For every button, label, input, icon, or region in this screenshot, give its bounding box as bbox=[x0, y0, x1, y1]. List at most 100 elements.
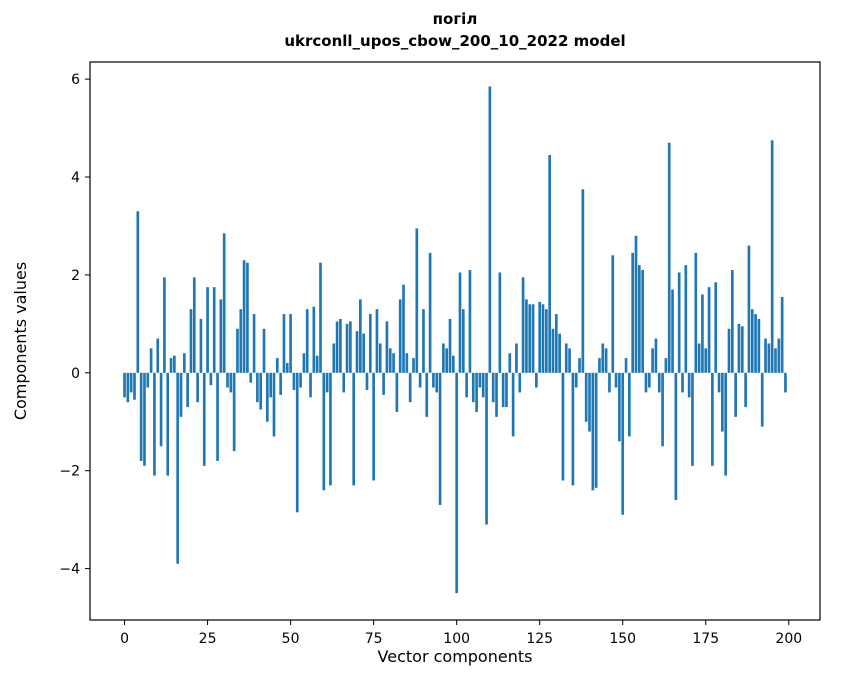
bar bbox=[196, 372, 199, 403]
bar bbox=[624, 358, 628, 373]
bar bbox=[558, 333, 561, 373]
bar bbox=[647, 372, 651, 388]
bar bbox=[744, 372, 747, 408]
bar bbox=[644, 372, 648, 393]
bar bbox=[638, 265, 641, 373]
bar bbox=[179, 372, 183, 417]
bar bbox=[312, 306, 316, 373]
bar bbox=[740, 326, 744, 373]
bar bbox=[329, 372, 332, 486]
bar bbox=[412, 358, 415, 373]
bar bbox=[275, 358, 279, 373]
bar bbox=[266, 372, 269, 422]
x-axis-label: Vector components bbox=[378, 647, 533, 666]
bar bbox=[724, 372, 728, 476]
bar bbox=[754, 314, 757, 373]
bar bbox=[561, 372, 565, 481]
bar bbox=[325, 372, 329, 393]
bar bbox=[681, 372, 684, 393]
bar bbox=[594, 372, 598, 488]
bar bbox=[661, 372, 664, 447]
bar bbox=[368, 314, 372, 373]
bar bbox=[129, 372, 133, 393]
bar bbox=[631, 252, 635, 373]
bar bbox=[455, 372, 458, 594]
bar bbox=[352, 372, 356, 486]
bar bbox=[458, 272, 462, 373]
bar bbox=[428, 252, 432, 373]
bar bbox=[528, 304, 532, 373]
y-tick-label: 0 bbox=[71, 366, 80, 382]
bar bbox=[538, 301, 542, 373]
bar bbox=[335, 321, 339, 373]
bar bbox=[531, 304, 535, 373]
bar bbox=[654, 338, 658, 373]
x-tick-label: 50 bbox=[282, 631, 300, 647]
bar bbox=[229, 372, 233, 393]
bar bbox=[186, 372, 189, 408]
bar bbox=[717, 372, 721, 393]
bar bbox=[601, 343, 605, 373]
bar bbox=[259, 372, 263, 410]
x-tick-label: 200 bbox=[775, 631, 802, 647]
bar bbox=[339, 318, 342, 373]
bar bbox=[734, 372, 737, 417]
bar bbox=[535, 372, 538, 388]
bar bbox=[209, 372, 213, 386]
bar bbox=[345, 323, 349, 373]
bar bbox=[319, 262, 322, 373]
chart-subtitle: ukrconll_upos_cbow_200_10_2022 model bbox=[284, 32, 625, 50]
bar bbox=[438, 372, 442, 505]
bar bbox=[684, 265, 688, 373]
bar bbox=[199, 318, 203, 373]
bar bbox=[657, 372, 661, 393]
bar bbox=[674, 372, 678, 501]
bar bbox=[551, 328, 555, 373]
bar bbox=[375, 309, 379, 373]
bar bbox=[302, 353, 306, 373]
bar bbox=[169, 358, 173, 373]
y-tick-label: −4 bbox=[59, 562, 80, 578]
bar bbox=[571, 372, 575, 486]
bar bbox=[485, 372, 488, 525]
bar bbox=[760, 372, 764, 427]
bar bbox=[471, 372, 475, 403]
bar bbox=[574, 372, 578, 388]
bar bbox=[242, 260, 246, 373]
bar bbox=[465, 372, 468, 398]
bar bbox=[159, 372, 163, 447]
x-tick-label: 75 bbox=[365, 631, 383, 647]
bar bbox=[176, 372, 180, 564]
x-tick-label: 175 bbox=[692, 631, 719, 647]
bar bbox=[305, 309, 309, 373]
bar bbox=[641, 270, 644, 373]
bar bbox=[564, 343, 568, 373]
bar bbox=[153, 372, 156, 476]
bar bbox=[359, 299, 362, 373]
bar bbox=[246, 262, 249, 373]
bar bbox=[545, 309, 548, 373]
bar bbox=[498, 272, 502, 373]
bar bbox=[189, 309, 193, 373]
bar bbox=[408, 372, 412, 403]
bar bbox=[315, 355, 319, 373]
bar bbox=[478, 372, 482, 388]
bar bbox=[747, 245, 751, 373]
bar bbox=[442, 343, 445, 373]
bar bbox=[475, 372, 478, 412]
bar bbox=[491, 372, 495, 403]
bar bbox=[395, 372, 399, 412]
x-tick-label: 150 bbox=[609, 631, 636, 647]
bar bbox=[332, 343, 336, 373]
bar bbox=[764, 338, 767, 373]
bar bbox=[402, 284, 405, 373]
bar bbox=[618, 372, 621, 442]
bar bbox=[548, 155, 551, 373]
bar bbox=[727, 328, 731, 373]
bar bbox=[511, 372, 515, 437]
bar bbox=[212, 287, 216, 373]
bar bbox=[697, 343, 701, 373]
bar bbox=[295, 372, 299, 513]
bar bbox=[664, 358, 668, 373]
